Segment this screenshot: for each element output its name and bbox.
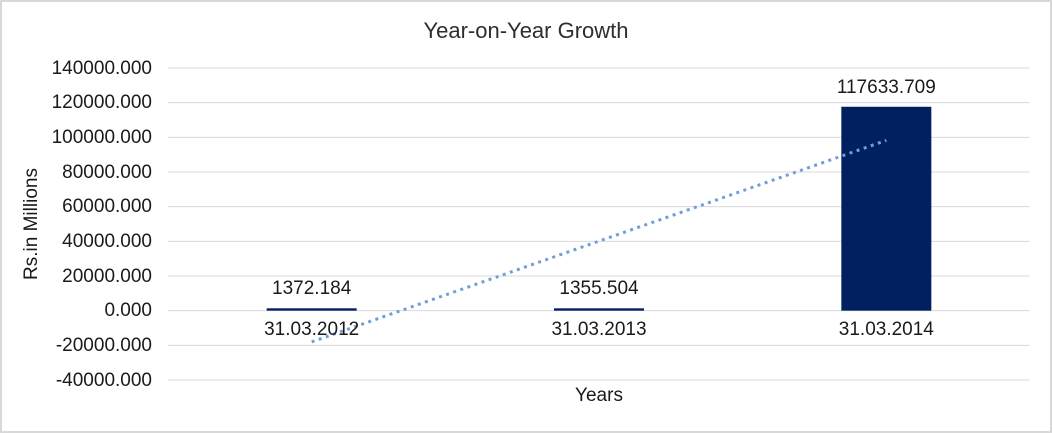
bar <box>554 308 644 311</box>
y-tick-label: 140000.000 <box>51 57 152 79</box>
y-tick-label: 100000.000 <box>51 126 152 148</box>
y-tick-label: -20000.000 <box>55 334 152 356</box>
x-category-label: 31.03.2012 <box>264 318 360 340</box>
x-axis-title: Years <box>575 385 623 406</box>
chart-title: Year-on-Year Growth <box>423 18 629 43</box>
y-tick-label: 60000.000 <box>62 196 152 218</box>
bar <box>266 308 357 311</box>
x-category-label: 31.03.2014 <box>838 318 934 340</box>
bar-data-label: 1355.504 <box>559 278 639 300</box>
y-tick-label: -40000.000 <box>55 369 152 391</box>
x-category-label: 31.03.2013 <box>551 318 647 340</box>
y-tick-label: 20000.000 <box>62 265 152 287</box>
y-tick-label: 40000.000 <box>62 230 152 252</box>
y-tick-label: 80000.000 <box>62 161 152 183</box>
y-tick-label: 0.000 <box>104 300 152 322</box>
bar-data-label: 1372.184 <box>272 278 352 300</box>
y-tick-label: 120000.000 <box>51 92 152 114</box>
bar <box>841 106 932 311</box>
bar-data-label: 117633.709 <box>836 76 936 98</box>
